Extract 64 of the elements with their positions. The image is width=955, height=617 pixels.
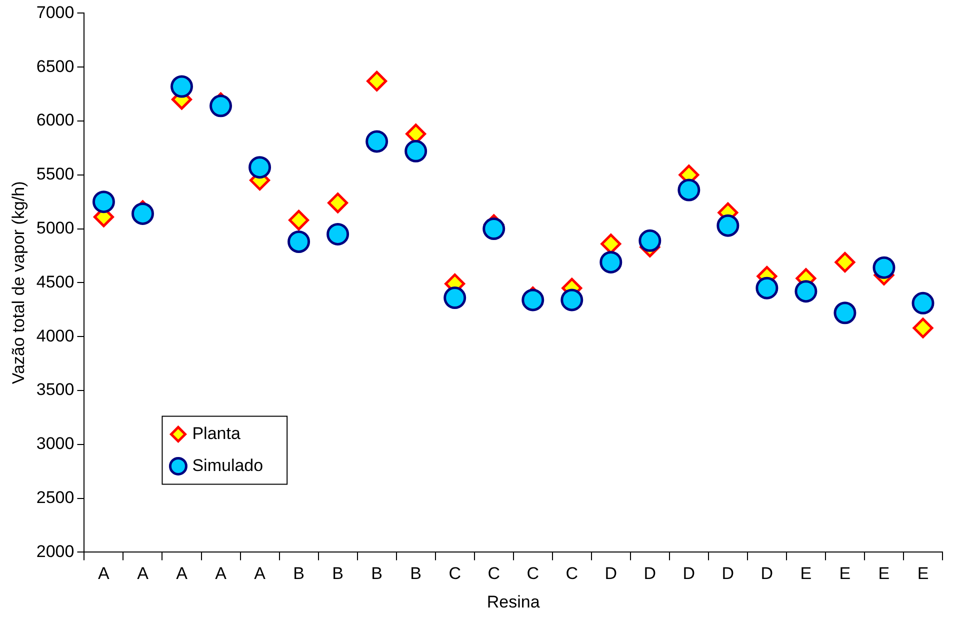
point bbox=[638, 229, 662, 252]
point bbox=[678, 178, 700, 202]
point bbox=[522, 288, 544, 312]
point bbox=[210, 94, 232, 118]
point bbox=[328, 192, 348, 214]
y-tick-label: 3500 bbox=[36, 380, 74, 400]
y-tick-label: 7000 bbox=[36, 2, 74, 22]
point bbox=[288, 230, 310, 253]
x-tick-label: A bbox=[98, 564, 110, 584]
x-tick-label: A bbox=[215, 564, 228, 584]
point bbox=[366, 130, 388, 153]
x-tick-label: B bbox=[332, 564, 344, 584]
y-tick-label: 2500 bbox=[36, 488, 74, 507]
x-tick-label: A bbox=[254, 564, 266, 584]
y-tick-label: 3000 bbox=[36, 434, 74, 454]
y-tick-label: 4500 bbox=[36, 272, 74, 292]
x-tick-label: A bbox=[176, 564, 188, 584]
x-tick-label: D bbox=[604, 564, 618, 584]
y-tick-label: 4000 bbox=[36, 326, 74, 346]
point bbox=[794, 280, 818, 303]
point bbox=[872, 256, 896, 279]
point bbox=[288, 210, 310, 230]
point bbox=[248, 156, 272, 179]
point bbox=[834, 252, 856, 272]
x-tick-label: B bbox=[371, 564, 382, 584]
x-tick-label: D bbox=[722, 564, 734, 584]
x-tick-label: D bbox=[682, 564, 696, 584]
y-tick-label: 6500 bbox=[36, 56, 74, 76]
point bbox=[326, 222, 350, 246]
point bbox=[834, 302, 856, 324]
point bbox=[131, 202, 154, 225]
y-tick-label: 2000 bbox=[36, 542, 74, 561]
point bbox=[444, 286, 466, 310]
x-tick-label: A bbox=[137, 564, 150, 584]
point bbox=[482, 218, 506, 240]
legend-label: Planta bbox=[192, 424, 241, 443]
point bbox=[912, 292, 934, 314]
point bbox=[912, 318, 934, 338]
y-axis-title: Vazão total de vapor (kg/h) bbox=[8, 181, 28, 384]
x-tick-label: B bbox=[293, 564, 304, 584]
x-tick-label: C bbox=[488, 564, 500, 584]
legend-label: Simulado bbox=[192, 456, 264, 475]
y-tick-label: 5000 bbox=[36, 218, 74, 238]
x-tick-label: E bbox=[839, 564, 851, 584]
point bbox=[600, 250, 622, 274]
x-tick-label: C bbox=[526, 564, 540, 584]
x-tick-label: D bbox=[760, 564, 774, 584]
x-axis-title: Resina bbox=[486, 592, 540, 612]
x-tick-label: C bbox=[448, 564, 461, 584]
y-tick-label: 5500 bbox=[36, 164, 74, 184]
point bbox=[92, 190, 115, 214]
x-tick-label: E bbox=[917, 564, 929, 584]
x-tick-label: E bbox=[800, 564, 812, 584]
point bbox=[404, 140, 428, 162]
point bbox=[170, 75, 193, 98]
x-tick-label: B bbox=[410, 564, 422, 584]
point bbox=[366, 70, 388, 92]
y-tick-label: 6000 bbox=[36, 110, 74, 130]
x-tick-label: D bbox=[644, 564, 656, 584]
point bbox=[716, 214, 740, 237]
point bbox=[756, 276, 778, 300]
x-tick-label: E bbox=[878, 564, 890, 584]
x-tick-label: C bbox=[566, 564, 578, 584]
point bbox=[560, 288, 584, 312]
